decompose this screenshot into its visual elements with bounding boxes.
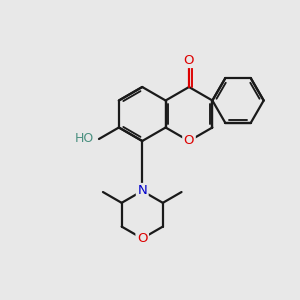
Text: O: O: [137, 232, 148, 245]
Text: N: N: [137, 184, 147, 197]
Text: HO: HO: [75, 133, 94, 146]
Text: O: O: [184, 134, 194, 148]
Text: O: O: [184, 53, 194, 67]
